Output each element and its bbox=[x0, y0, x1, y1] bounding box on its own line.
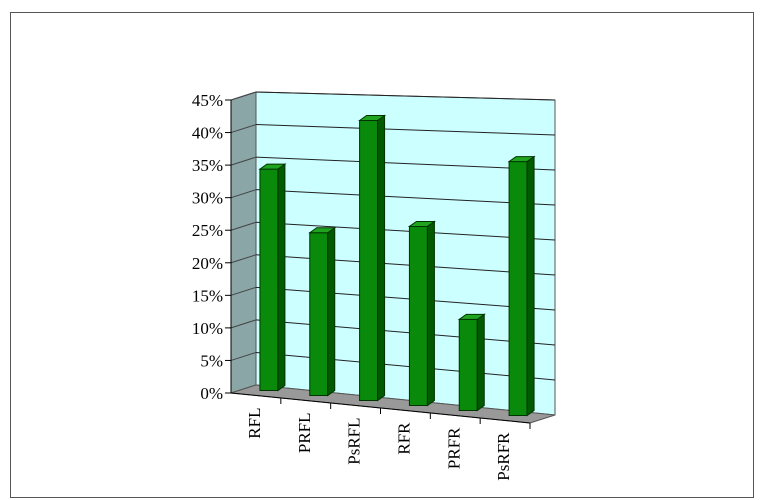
y-tick-label: 20% bbox=[192, 254, 223, 273]
y-tick-label: 5% bbox=[200, 351, 223, 370]
gridline bbox=[255, 286, 556, 311]
gridline bbox=[255, 351, 556, 381]
gridline-side bbox=[230, 91, 257, 101]
gridline-side bbox=[230, 254, 257, 264]
x-axis: RFL PRFL PsRFL RFR PRFR PsRFR bbox=[230, 392, 531, 481]
bar-top bbox=[507, 156, 536, 163]
bar-top bbox=[358, 115, 387, 122]
gridline bbox=[255, 254, 556, 276]
gridlines bbox=[230, 91, 556, 381]
y-axis: 0% 5% 10% 15% 20% 25% 30% 35% 40% 45% bbox=[192, 91, 232, 403]
y-tick-label: 25% bbox=[192, 221, 223, 240]
side-wall bbox=[230, 91, 257, 394]
bars bbox=[258, 114, 536, 417]
y-tick-label: 0% bbox=[200, 384, 223, 403]
gridline-side bbox=[230, 221, 257, 231]
gridline bbox=[255, 124, 556, 136]
x-tick-label: PsRFR bbox=[494, 432, 513, 481]
gridline bbox=[255, 221, 556, 241]
y-tick-label: 45% bbox=[192, 91, 223, 110]
bar-top bbox=[258, 163, 287, 170]
bar bbox=[408, 225, 428, 406]
gridline-side bbox=[230, 156, 257, 166]
bar-top bbox=[457, 313, 486, 320]
bar bbox=[359, 120, 379, 402]
bar-side bbox=[377, 114, 386, 402]
bar bbox=[259, 168, 279, 391]
bar-side bbox=[526, 155, 535, 417]
bar-top bbox=[308, 227, 337, 234]
x-tick-label: PsRFL bbox=[345, 418, 364, 465]
bar-side bbox=[476, 313, 485, 412]
bar-side bbox=[327, 226, 336, 397]
x-tick-label: PRFL bbox=[295, 413, 314, 454]
y-tick-label: 15% bbox=[192, 286, 223, 305]
gridline-side bbox=[230, 124, 257, 134]
gridline-side bbox=[230, 286, 257, 296]
x-tick-label: PRFR bbox=[444, 427, 463, 469]
y-tick-label: 40% bbox=[192, 124, 223, 143]
y-tick-label: 30% bbox=[192, 189, 223, 208]
x-tick-label: RFL bbox=[245, 408, 264, 439]
x-tick-label: RFR bbox=[394, 422, 413, 455]
gridline-side bbox=[230, 189, 257, 199]
gridline-side bbox=[230, 319, 257, 329]
bar bbox=[458, 318, 478, 412]
bar-side bbox=[426, 220, 435, 407]
y-tick-label: 10% bbox=[192, 319, 223, 338]
bar-side bbox=[277, 163, 286, 392]
gridline-side bbox=[230, 351, 257, 361]
bar-top bbox=[407, 220, 436, 227]
gridline bbox=[255, 91, 556, 101]
bar bbox=[309, 232, 329, 396]
bar bbox=[508, 161, 528, 416]
y-tick-label: 35% bbox=[192, 156, 223, 175]
gridline bbox=[255, 156, 556, 171]
gridline bbox=[255, 189, 556, 206]
gridline bbox=[255, 319, 556, 346]
